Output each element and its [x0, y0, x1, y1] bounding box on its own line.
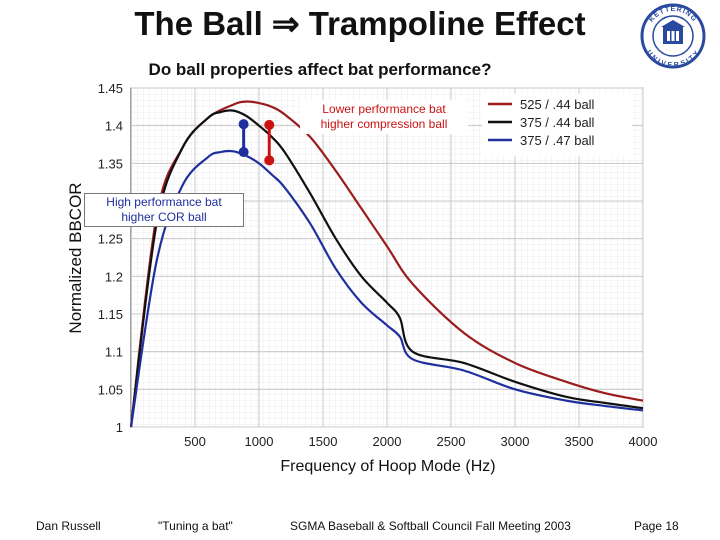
annotation-higher-line2: higher COR ball	[121, 210, 207, 224]
x-tick-label: 1500	[309, 434, 338, 449]
y-axis-label: Normalized BBCOR	[66, 182, 85, 333]
annotation-higher-line1: High performance bat	[106, 195, 222, 209]
annotation-high-performance: High performance bat higher COR ball	[84, 193, 244, 227]
legend-label-0: 525 / .44 ball	[520, 97, 595, 112]
legend-label-1: 375 / .44 ball	[520, 115, 595, 130]
title-suffix: Trampoline Effect	[308, 5, 586, 42]
y-tick-label: 1.05	[98, 382, 123, 397]
series-line-1	[129, 109, 644, 428]
x-tick-label: 500	[184, 434, 206, 449]
x-tick-label: 3500	[565, 434, 594, 449]
x-tick-label: 1000	[245, 434, 274, 449]
footer-page: Page 18	[634, 519, 679, 533]
footer-talk: "Tuning a bat"	[158, 519, 233, 533]
annotation-lower-line2: higher compression ball	[320, 117, 448, 131]
footer-event: SGMA Baseball & Softball Council Fall Me…	[290, 519, 571, 533]
x-tick-label: 4000	[629, 434, 658, 449]
annotation-lower-performance: Lower performance bat higher compression…	[300, 100, 468, 134]
y-tick-label: 1.4	[105, 119, 123, 134]
slide-subtitle: Do ball properties affect bat performanc…	[148, 60, 492, 79]
y-tick-label: 1.35	[98, 156, 123, 171]
title-prefix: The Ball	[134, 5, 263, 42]
annotation-lower-line1: Lower performance bat	[322, 102, 446, 116]
y-tick-label: 1.45	[98, 81, 123, 96]
marker-point-0-low	[238, 147, 249, 158]
x-axis-label: Frequency of Hoop Mode (Hz)	[280, 458, 495, 475]
y-tick-label: 1.15	[98, 307, 123, 322]
title-arrow: ⇒	[271, 5, 300, 42]
y-tick-label: 1.25	[98, 232, 123, 247]
slide-title: The Ball ⇒ Trampoline Effect	[0, 4, 720, 43]
university-seal: KETTERING UNIVERSITY	[640, 3, 706, 69]
marker-point-0-high	[238, 119, 249, 130]
x-tick-label: 2500	[437, 434, 466, 449]
x-tick-label: 3000	[501, 434, 530, 449]
marker-point-1-low	[264, 155, 275, 166]
series-line-2	[129, 149, 644, 428]
y-tick-label: 1.2	[105, 269, 123, 284]
y-tick-label: 1.1	[105, 345, 123, 360]
legend-label-2: 375 / .47 ball	[520, 133, 595, 148]
footer-author: Dan Russell	[36, 519, 101, 533]
marker-point-1-high	[264, 119, 275, 130]
y-tick-label: 1	[116, 420, 123, 435]
x-tick-label: 2000	[373, 434, 402, 449]
plot-area: 11.051.11.151.21.251.31.351.41.455001000…	[98, 81, 658, 449]
